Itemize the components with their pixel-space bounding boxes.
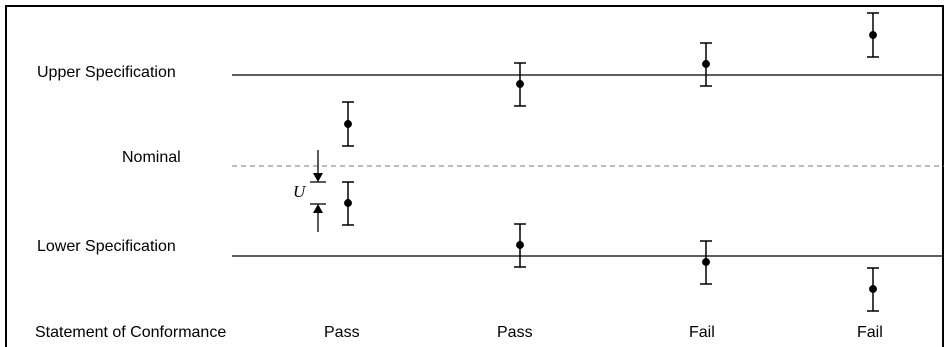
nominal-label: Nominal — [122, 149, 181, 166]
conformance-heading: Statement of Conformance — [35, 324, 227, 341]
verdict-4: Fail — [857, 324, 883, 341]
verdict-3: Fail — [689, 324, 715, 341]
measurement-1-upper — [342, 101, 354, 147]
diagram-frame — [5, 5, 944, 347]
uncertainty-arrow-down — [313, 173, 323, 182]
measurement-2-lower — [514, 223, 526, 268]
uncertainty-label: U — [293, 182, 306, 201]
measurement-3-upper — [700, 42, 712, 87]
upper-spec-label: Upper Specification — [37, 64, 176, 81]
uncertainty-marker — [310, 150, 326, 232]
measurement-4-lower — [867, 267, 879, 312]
verdict-2: Pass — [497, 324, 533, 341]
verdict-1: Pass — [324, 324, 360, 341]
measurement-3-lower — [700, 240, 712, 285]
measurement-1-lower — [342, 181, 354, 226]
lower-spec-label: Lower Specification — [37, 238, 176, 255]
measurement-2-upper — [514, 62, 526, 107]
measurement-4-upper — [867, 12, 879, 58]
uncertainty-arrow-up — [313, 204, 323, 213]
